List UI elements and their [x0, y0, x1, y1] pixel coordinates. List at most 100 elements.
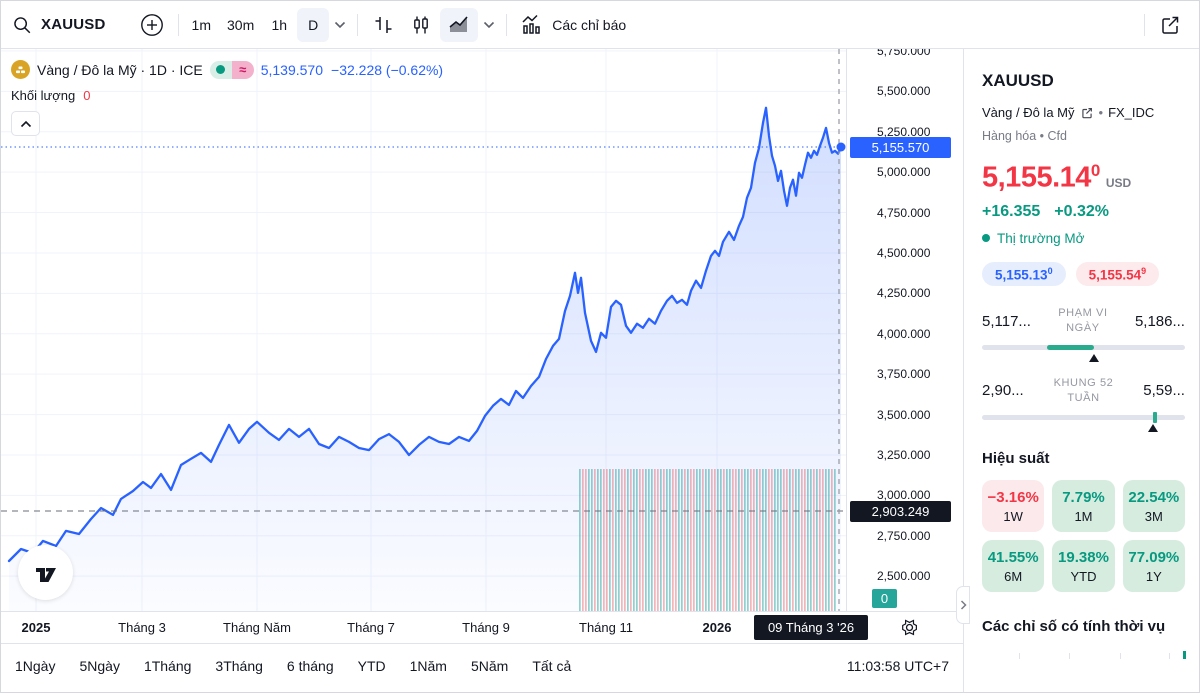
candles-icon	[414, 16, 429, 33]
interval-buttons: 1m 30m 1h D	[185, 7, 330, 42]
interval-button-D[interactable]: D	[297, 7, 330, 42]
performance-tile-1Y: 77.09% 1Y	[1122, 539, 1185, 592]
price-tick: 5,750.000	[877, 49, 931, 58]
tradingview-logo[interactable]	[18, 545, 73, 600]
chart-style-menu-caret[interactable]	[478, 8, 500, 42]
range-button[interactable]: 1Tháng	[143, 657, 192, 674]
volume-value: 0	[83, 88, 91, 103]
external-link-icon	[1162, 16, 1179, 34]
indicators-icon	[522, 14, 540, 34]
time-tick: 2025	[21, 620, 51, 635]
chevron-down-icon	[335, 21, 346, 28]
price-tick: 4,500.000	[877, 245, 931, 260]
range-buttons: 1Ngày 5Ngày 1Tháng 3Tháng 6 tháng YTD 1Năm 5Năm…	[15, 658, 571, 674]
toolbar-separator	[506, 13, 508, 36]
compare-add-button[interactable]	[132, 8, 172, 42]
range-button[interactable]: 1Năm	[409, 657, 447, 674]
sidebar-symbol-name-link[interactable]: Vàng / Đô la Mỹ	[982, 105, 1075, 120]
price-tick: 5,250.000	[877, 124, 931, 139]
chart-pane[interactable]: 5,750.000 5,500.000 5,250.000 5,000.000 4,75…	[1, 49, 963, 611]
day-range-marker	[1088, 353, 1099, 362]
bid-ask-row: 5,155.130 5,155.549	[982, 261, 1185, 287]
approx-data-badge: ≈	[231, 60, 254, 79]
legend-collapse-button[interactable]	[11, 111, 40, 136]
chart-style-area-button[interactable]	[440, 7, 479, 42]
interval-button-1m[interactable]: 1m	[185, 8, 218, 42]
time-tick: Tháng 11	[579, 620, 633, 635]
performance-tile-3M: 22.54% 3M	[1122, 479, 1185, 532]
open-in-new-window-button[interactable]	[1151, 8, 1189, 42]
interval-button-1h[interactable]: 1h	[263, 8, 295, 42]
plus-circle-icon	[140, 13, 163, 36]
chevron-down-icon	[484, 21, 495, 28]
chart-style-candles-button[interactable]	[402, 8, 440, 42]
ask-price-pill: 5,155.549	[1075, 261, 1160, 287]
range-button[interactable]: 5Ngày	[79, 657, 120, 674]
time-tick: 2026	[702, 620, 732, 635]
chart-style-bars-button[interactable]	[364, 8, 402, 42]
legend-symbol-title[interactable]: Vàng / Đô la Mỹ · 1D · ICE	[37, 61, 203, 78]
performance-grid: −3.16% 1W 7.79% 1M 22.54% 3M 41.55% 6M 19.38% YTD…	[982, 479, 1185, 592]
price-chart[interactable]	[1, 49, 846, 611]
area-chart-icon	[449, 15, 468, 32]
sidebar-collapse-handle[interactable]	[956, 586, 970, 624]
price-tick: 2,750.000	[877, 528, 931, 543]
clock-timezone-button[interactable]: 11:03:58 UTC+7	[846, 657, 949, 674]
range-button[interactable]: 5Năm	[470, 657, 509, 674]
market-status-badges: ≈	[209, 60, 254, 79]
interval-button-30m[interactable]: 30m	[220, 8, 261, 42]
chart-legend: Vàng / Đô la Mỹ · 1D · ICE ≈ 5,139.570 −…	[11, 60, 443, 136]
range-button[interactable]: Tất cả	[532, 657, 572, 674]
toolbar-separator	[177, 13, 179, 36]
market-open-dot-icon	[982, 234, 990, 243]
week52-current-tick	[1152, 411, 1157, 423]
indicators-button[interactable]: Các chỉ báo	[513, 8, 633, 42]
dot-separator: •	[1098, 105, 1104, 120]
time-tick: Tháng 7	[347, 620, 395, 635]
range-button[interactable]: YTD	[357, 657, 386, 674]
prev-close-badge: 2,903.249	[850, 501, 951, 522]
range-button[interactable]: 1Ngày	[15, 657, 56, 674]
time-tick: Tháng 9	[462, 620, 510, 635]
price-tick: 4,000.000	[877, 326, 931, 341]
search-icon[interactable]	[11, 14, 33, 36]
week52-label: KHUNG 52 TUẦN	[1053, 376, 1114, 404]
gold-coin-icon	[11, 60, 30, 79]
axis-settings-button[interactable]	[899, 617, 920, 638]
tv-logo-icon	[35, 567, 56, 582]
sidebar-exchange: FX_IDC	[1108, 105, 1155, 120]
top-toolbar: XAUUSD 1m 30m 1h D Các chỉ báo	[1, 1, 1199, 49]
interval-menu-caret[interactable]	[329, 8, 351, 42]
price-tick: 2,500.000	[877, 569, 931, 584]
performance-tile-1W: −3.16% 1W	[982, 479, 1045, 532]
legend-values: 5,139.570 −32.228 (−0.62%)	[261, 62, 443, 78]
toolbar-separator	[1144, 13, 1145, 36]
time-axis[interactable]: 2025 Tháng 3 Tháng Năm Tháng 7 Tháng 9 Tháng …	[1, 611, 963, 643]
performance-tile-6M: 41.55% 6M	[982, 539, 1045, 592]
week52-track	[982, 411, 1185, 432]
price-superscript: 0	[1090, 161, 1100, 180]
symbol-search-button[interactable]: XAUUSD	[41, 16, 106, 33]
range-button[interactable]: 6 tháng	[286, 657, 334, 674]
day-range-fill	[1046, 344, 1094, 350]
sidebar-price-row: 5,155.140 USD	[982, 161, 1185, 195]
price-tick: 4,250.000	[877, 286, 931, 301]
day-range-high: 5,186...	[1134, 312, 1185, 330]
price-axis[interactable]: 5,750.000 5,500.000 5,250.000 5,000.000 4,75…	[846, 49, 963, 611]
price-tick: 3,250.000	[877, 447, 931, 462]
day-range-block: 5,117... PHẠM VI NGÀY 5,186...	[982, 306, 1185, 362]
legend-change-value: −32.228 (−0.62%)	[331, 61, 444, 78]
sidebar-asset-meta: Hàng hóa • Cfd	[982, 129, 1067, 143]
day-range-label: PHẠM VI NGÀY	[1058, 307, 1108, 334]
volume-legend-row: Khối lượng 0	[11, 88, 443, 103]
bid-price-pill: 5,155.130	[982, 261, 1066, 287]
date-range-toolbar: 1Ngày 5Ngày 1Tháng 3Tháng 6 tháng YTD 1Năm 5Năm…	[1, 643, 963, 687]
performance-tile-YTD: 19.38% YTD	[1052, 539, 1115, 592]
last-price-badge: 5,155.570	[850, 137, 951, 158]
range-button[interactable]: 3Tháng	[215, 657, 263, 674]
performance-title: Hiệu suất	[982, 449, 1050, 467]
volume-value-badge: 0	[872, 589, 897, 608]
chevron-up-icon	[20, 120, 31, 127]
external-link-icon[interactable]	[1080, 106, 1094, 120]
